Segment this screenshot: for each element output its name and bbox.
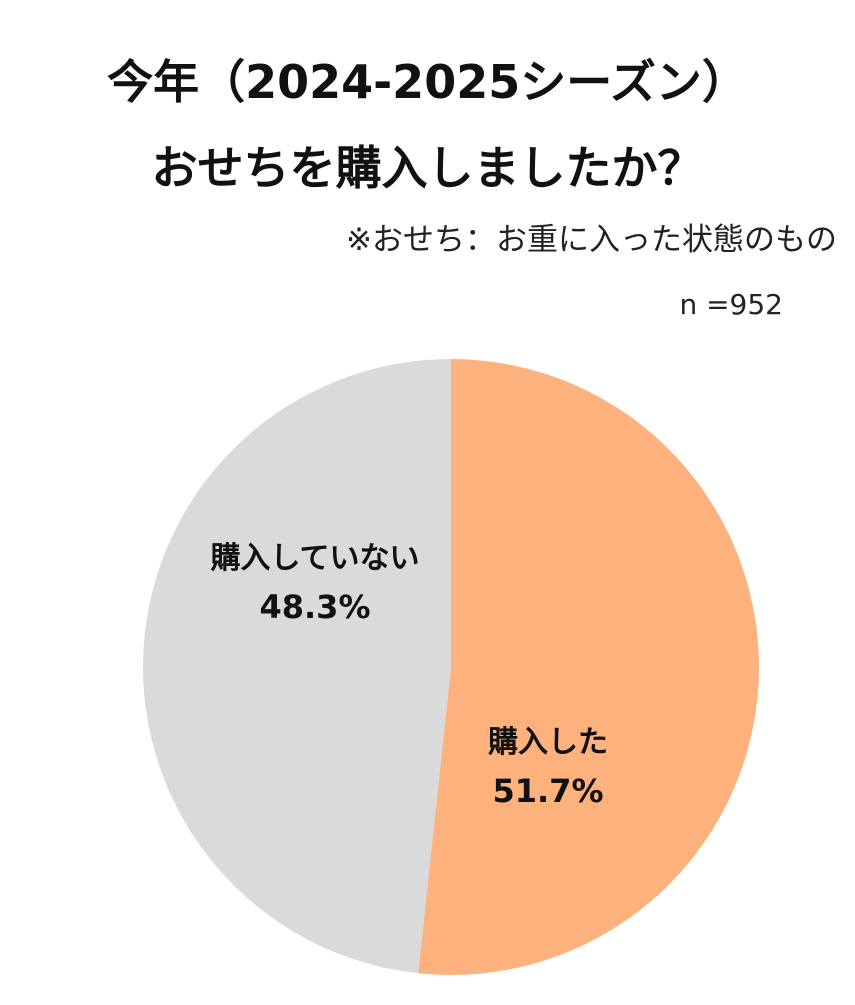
pie-slice-1 <box>143 359 452 974</box>
slice-label-1: 購入していない <box>210 541 419 576</box>
sample-size-label: n =952 <box>679 288 783 321</box>
slice-label-0: 購入した <box>488 725 608 760</box>
chart-title-line-2: おせちを購入しましたか？ <box>151 141 704 195</box>
slice-value-label-0: 51.7% <box>492 772 603 810</box>
chart-title-line-1: 今年（2024-2025シーズン） <box>107 55 748 109</box>
pie-slice-0 <box>418 359 760 975</box>
chart-note: ※おせち：お重に入った状態のもの <box>346 222 837 258</box>
slice-value-label-1: 48.3% <box>259 588 370 626</box>
